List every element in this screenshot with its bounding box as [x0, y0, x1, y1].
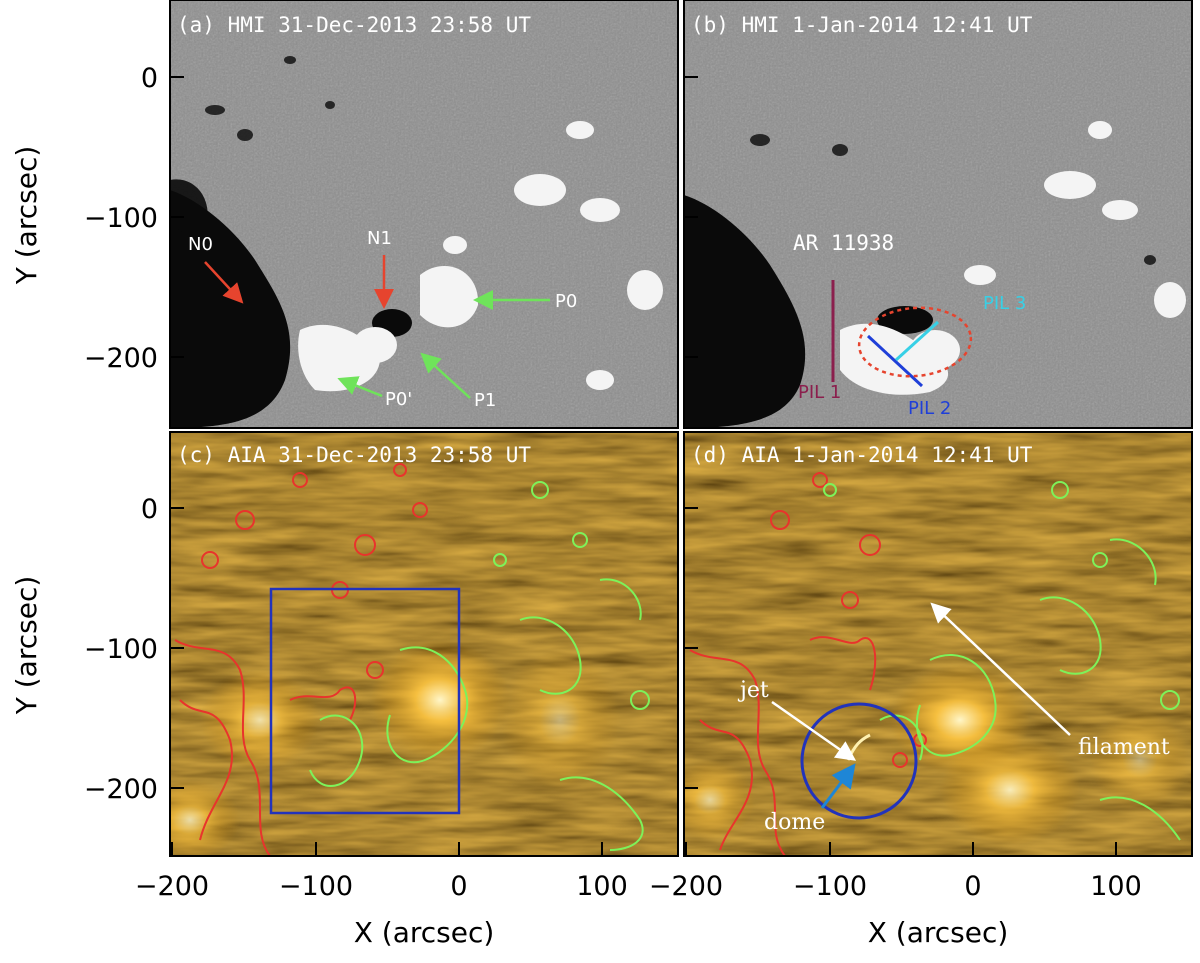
x-axis-label: X (arcsec) — [868, 916, 1009, 949]
p1-arrow — [420, 352, 471, 399]
x-tick-label: 100 — [576, 871, 628, 902]
label-pil1: PIL 1 — [798, 382, 841, 403]
x-axis-label: X (arcsec) — [354, 916, 495, 949]
positive-contours-d — [823, 481, 1181, 841]
y-tick-label: 0 — [141, 63, 158, 94]
bright-core — [684, 760, 755, 840]
label-ar: AR 11938 — [793, 231, 894, 255]
label-pil3: PIL 3 — [983, 293, 1026, 314]
label-p1: P1 — [474, 390, 496, 411]
bright-core — [500, 650, 620, 790]
y-tick-label: −200 — [84, 343, 158, 374]
y-axis-label: Y (arcsec) — [10, 576, 43, 716]
x-tick-label: 0 — [450, 871, 467, 902]
panel-d-title: (d) AIA 1-Jan-2014 12:41 UT — [691, 443, 1033, 467]
label-n0: N0 — [188, 234, 213, 255]
label-p0prime: P0' — [385, 389, 412, 410]
y-tick-label: −200 — [84, 774, 158, 805]
negative-contours-c — [174, 463, 428, 856]
panel-a: N0 N1 P0 P0' P1 — [170, 0, 678, 428]
panel-frames — [169, 0, 1193, 857]
x-tick-label: −100 — [279, 871, 353, 902]
panel-b-title: (b) HMI 1-Jan-2014 12:41 UT — [691, 13, 1033, 37]
negative-contours-d — [689, 472, 927, 856]
label-pil2: PIL 2 — [908, 398, 951, 419]
region-box — [269, 587, 461, 815]
label-jet: jet — [737, 678, 769, 703]
x-tick-label: 0 — [964, 871, 981, 902]
bright-core — [1090, 710, 1190, 810]
bright-core — [170, 780, 240, 856]
label-p0: P0 — [555, 291, 577, 312]
label-filament: filament — [1078, 735, 1170, 760]
x-tick-label: −200 — [649, 871, 723, 902]
p0prime-arrow — [337, 376, 383, 398]
y-tick-label: −100 — [84, 203, 158, 234]
jet-region-circle — [800, 702, 918, 820]
panel-c-title: (c) AIA 31-Dec-2013 23:58 UT — [177, 443, 531, 467]
label-n1: N1 — [367, 228, 392, 249]
jet-arrow — [771, 700, 857, 761]
panel-a-title: (a) HMI 31-Dec-2013 23:58 UT — [177, 13, 531, 37]
n0-arrow — [204, 261, 244, 304]
y-tick-label: −100 — [84, 634, 158, 665]
positive-flux-a — [298, 121, 663, 392]
panel-c — [170, 432, 678, 856]
positive-contours-c — [309, 481, 650, 851]
panel-b: AR 11938 PIL 1 PIL 2 PIL 3 — [684, 0, 1192, 428]
pil-region-ellipse — [857, 306, 973, 378]
panel-d: jet dome filament — [684, 432, 1192, 856]
dome-arrow — [820, 763, 856, 809]
x-tick-label: 100 — [1090, 871, 1142, 902]
x-tick-label: −100 — [793, 871, 867, 902]
bright-core — [940, 735, 1080, 845]
y-axis-label: Y (arcsec) — [10, 146, 43, 286]
bright-core — [200, 670, 320, 770]
filament-arrow — [930, 602, 1071, 736]
pil3-line — [894, 320, 940, 362]
tick-marks — [170, 76, 1117, 856]
x-tick-label: −200 — [135, 871, 209, 902]
label-dome: dome — [764, 810, 825, 835]
bright-core — [370, 640, 510, 760]
y-tick-label: 0 — [141, 494, 158, 525]
pil2-line — [866, 334, 924, 388]
